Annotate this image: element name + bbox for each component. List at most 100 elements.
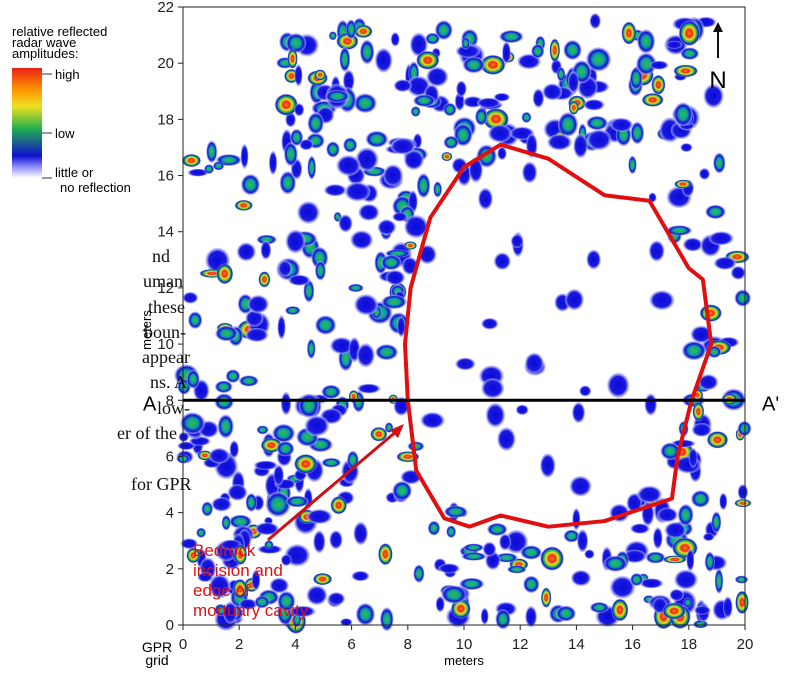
reflection-blob bbox=[565, 289, 584, 311]
reflection-blob bbox=[336, 155, 361, 176]
reflection-blob bbox=[478, 188, 493, 210]
reflection-blob bbox=[692, 423, 712, 437]
reflection-blob bbox=[637, 486, 662, 503]
reflection-blob bbox=[649, 61, 668, 70]
reflection-blob bbox=[511, 234, 524, 248]
reflection-blob bbox=[294, 103, 304, 116]
reflection-blob bbox=[438, 563, 460, 573]
reflection-blob bbox=[669, 589, 684, 601]
reflection-blob bbox=[304, 415, 329, 436]
x-tick-label: 2 bbox=[235, 636, 243, 653]
reflection-blob bbox=[520, 545, 542, 559]
reflection-blob bbox=[241, 174, 260, 195]
reflection-blob bbox=[397, 316, 405, 337]
reflection-blob bbox=[441, 585, 467, 604]
reflection-blob bbox=[456, 80, 467, 97]
reflection-blob bbox=[339, 47, 350, 72]
reflection-blob bbox=[523, 576, 540, 593]
y-tick-label: 16 bbox=[157, 168, 174, 185]
reflection-blob bbox=[499, 534, 511, 551]
reflection-blob bbox=[461, 552, 486, 561]
reflection-blob bbox=[299, 393, 320, 417]
reflection-blob bbox=[586, 249, 601, 269]
reflection-blob bbox=[325, 90, 349, 103]
reflection-blob bbox=[277, 441, 295, 456]
reflection-blob bbox=[211, 497, 232, 512]
reflection-blob bbox=[463, 544, 484, 552]
y-tick-label: 0 bbox=[166, 617, 174, 634]
reflection-blob bbox=[723, 596, 733, 618]
north-label: N bbox=[709, 67, 726, 94]
reflection-blob bbox=[286, 33, 307, 53]
reflection-blob bbox=[547, 134, 572, 150]
reflection-blob bbox=[269, 151, 277, 176]
reflection-blob bbox=[204, 164, 214, 174]
reflection-blob bbox=[630, 573, 643, 586]
reflection-blob bbox=[356, 603, 375, 626]
x-tick-label: 4 bbox=[291, 636, 299, 653]
reflection-blob bbox=[678, 504, 694, 526]
reflection-blob bbox=[679, 21, 700, 46]
reflection-blob bbox=[522, 162, 537, 184]
reflection-blob bbox=[455, 358, 475, 371]
reflection-blob bbox=[499, 30, 524, 43]
reflection-blob bbox=[674, 180, 691, 189]
reflection-blob bbox=[569, 476, 591, 497]
x-tick-label: 16 bbox=[624, 636, 641, 653]
reflection-blob bbox=[187, 370, 200, 389]
x-tick-label: 10 bbox=[456, 636, 473, 653]
reflection-blob bbox=[475, 108, 488, 126]
reflection-blob bbox=[248, 295, 269, 313]
reflection-blob bbox=[357, 343, 375, 368]
reflection-blob bbox=[209, 448, 230, 464]
reflection-blob bbox=[541, 588, 551, 608]
reflection-blob bbox=[365, 131, 388, 148]
reflection-blob bbox=[351, 571, 369, 582]
reflection-blob bbox=[215, 326, 238, 342]
reflection-blob bbox=[607, 373, 630, 399]
reflection-blob bbox=[313, 573, 332, 585]
reflection-blob bbox=[385, 270, 405, 285]
reflection-blob bbox=[557, 67, 566, 82]
reflection-blob bbox=[329, 31, 337, 40]
reflection-blob bbox=[413, 94, 435, 106]
reflection-blob bbox=[345, 182, 371, 202]
y-tick-label: 22 bbox=[157, 0, 174, 16]
reflection-blob bbox=[441, 152, 452, 161]
reflection-blob bbox=[714, 257, 737, 270]
reflection-blob bbox=[488, 124, 512, 142]
reflection-blob bbox=[443, 103, 456, 116]
side-text: uman bbox=[143, 271, 183, 291]
side-text: appear bbox=[142, 347, 190, 367]
reflection-blob bbox=[182, 154, 201, 167]
reflection-blob bbox=[587, 129, 612, 150]
reflection-blob bbox=[640, 578, 664, 588]
x-tick-label: 0 bbox=[179, 636, 187, 653]
reflection-blob bbox=[407, 441, 424, 451]
side-text: low- bbox=[157, 398, 190, 418]
reflection-blob bbox=[705, 205, 726, 219]
reflection-blob bbox=[330, 496, 346, 514]
y-tick-label: 20 bbox=[157, 55, 174, 72]
reflection-blob bbox=[463, 57, 485, 74]
reflection-blob bbox=[178, 432, 188, 442]
reflection-blob bbox=[651, 75, 665, 95]
reflection-blob bbox=[254, 461, 278, 471]
reflection-blob bbox=[569, 101, 579, 115]
reflection-blob bbox=[314, 69, 326, 80]
reflection-blob bbox=[443, 136, 458, 149]
y-tick-label: 6 bbox=[166, 448, 174, 465]
reflection-blob bbox=[313, 530, 325, 553]
reflection-blob bbox=[705, 552, 715, 572]
reflection-blob bbox=[525, 606, 537, 628]
legend-low: low bbox=[55, 126, 75, 141]
reflection-blob bbox=[258, 271, 270, 287]
reflection-blob bbox=[390, 138, 415, 154]
reflection-blob bbox=[188, 311, 202, 329]
reflection-blob bbox=[285, 230, 305, 254]
reflection-blob bbox=[477, 98, 501, 108]
reflection-blob bbox=[216, 264, 233, 285]
reflection-blob bbox=[700, 304, 722, 321]
reflection-blob bbox=[391, 32, 400, 47]
x-tick-label: 14 bbox=[568, 636, 585, 653]
